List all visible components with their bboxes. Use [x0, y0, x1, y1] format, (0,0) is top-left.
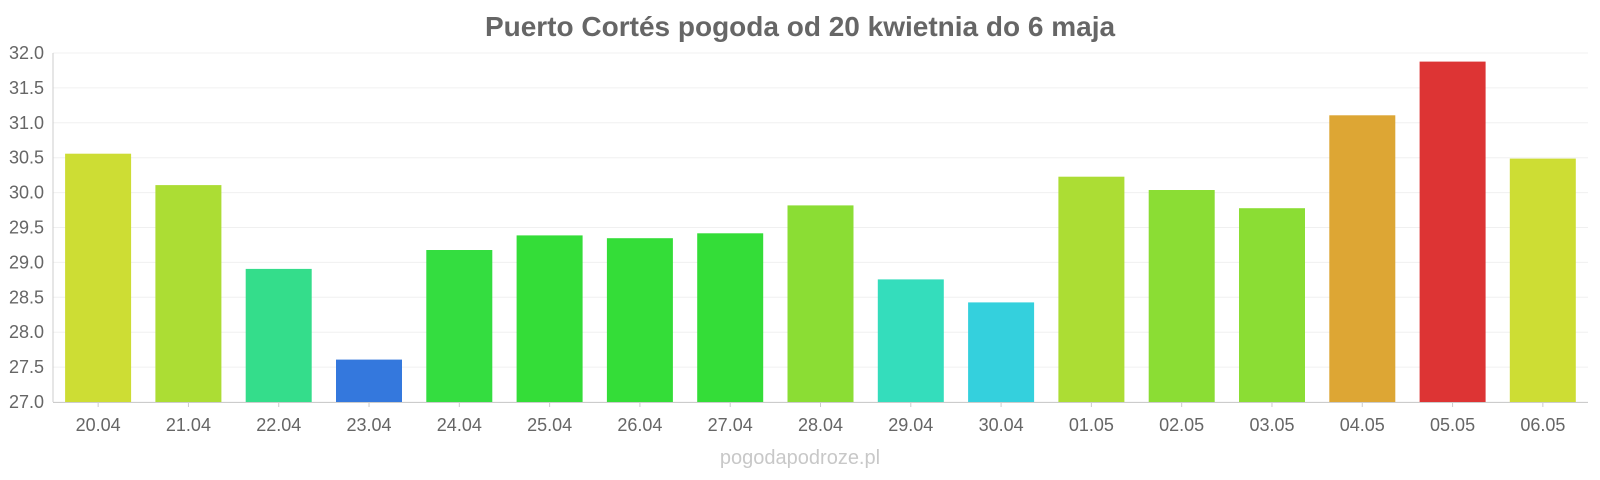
- y-tick-label: 32.0: [9, 43, 44, 63]
- y-tick-label: 27.5: [9, 357, 44, 377]
- x-tick-label: 06.05: [1520, 415, 1565, 435]
- bar-20.04[interactable]: 20.04: 30.55: [65, 153, 132, 403]
- y-axis: 27.0 27.5 28.0 28.5 29.0 29.5 30.0 30.5 31.0 31.5…: [9, 43, 54, 412]
- y-tick-label: 27.0: [9, 392, 44, 412]
- bar-21.04[interactable]: 21.04: 30.1: [155, 185, 222, 403]
- x-axis: 20.04 21.04 22.04 23.04 24.04 25.04 26.04 27.04…: [53, 402, 1588, 435]
- bar-26.04[interactable]: 26.04: 29.34: [606, 238, 673, 403]
- bar-01.05[interactable]: 01.05: 30.22: [1058, 176, 1125, 403]
- x-tick-label: 04.05: [1340, 415, 1385, 435]
- bar-23.04[interactable]: 23.04: 27.6: [336, 359, 402, 403]
- bar-27.04[interactable]: 27.04: 29.41: [697, 233, 764, 403]
- x-tick-label: 29.04: [888, 415, 933, 435]
- x-tick-label: 27.04: [708, 415, 753, 435]
- bar-24.04[interactable]: 24.04: 29.17: [426, 250, 493, 403]
- x-tick-label: 23.04: [347, 415, 392, 435]
- x-tick-label: 21.04: [166, 415, 211, 435]
- x-tick-label: 03.05: [1249, 415, 1294, 435]
- bar-30.04[interactable]: 30.04: 28.42: [968, 302, 1035, 403]
- bar-25.04[interactable]: 25.04: 29.38: [516, 235, 583, 403]
- bar-29.04[interactable]: 29.04: 28.75: [877, 279, 944, 403]
- x-tick-label: 28.04: [798, 415, 843, 435]
- x-tick-label: 26.04: [617, 415, 662, 435]
- y-tick-label: 29.5: [9, 218, 44, 238]
- bar-02.05[interactable]: 02.05: 30.03: [1148, 190, 1215, 403]
- y-tick-label: 28.0: [9, 322, 44, 342]
- bar-03.05[interactable]: 03.05: 29.77: [1239, 208, 1305, 403]
- chart-title: Puerto Cortés pogoda od 20 kwietnia do 6…: [485, 11, 1116, 42]
- bar-04.05[interactable]: 04.05: 31.1: [1329, 115, 1396, 403]
- x-tick-label: 25.04: [527, 415, 572, 435]
- bars: 20.04: 30.55 21.04: 30.1 22.04: 28.9 23.04:…: [65, 61, 1576, 403]
- bar-28.04[interactable]: 28.04: 29.81: [787, 205, 854, 403]
- y-tick-label: 31.0: [9, 113, 44, 133]
- bar-22.04[interactable]: 22.04: 28.9: [245, 268, 312, 403]
- bar-05.05[interactable]: 05.05: 31.87: [1419, 61, 1486, 403]
- y-tick-label: 29.0: [9, 252, 44, 272]
- x-tick-label: 01.05: [1069, 415, 1114, 435]
- x-tick-label: 22.04: [256, 415, 301, 435]
- y-tick-label: 31.5: [9, 78, 44, 98]
- x-tick-label: 05.05: [1430, 415, 1475, 435]
- y-tick-label: 28.5: [9, 287, 44, 307]
- y-tick-label: 30.5: [9, 148, 44, 168]
- y-tick-label: 30.0: [9, 183, 44, 203]
- x-tick-label: 02.05: [1159, 415, 1204, 435]
- x-tick-label: 24.04: [437, 415, 482, 435]
- x-tick-label: 30.04: [979, 415, 1024, 435]
- site-credit: pogodapodroze.pl: [720, 447, 880, 469]
- bar-06.05[interactable]: 06.05: 30.48: [1509, 158, 1576, 403]
- x-tick-label: 20.04: [76, 415, 121, 435]
